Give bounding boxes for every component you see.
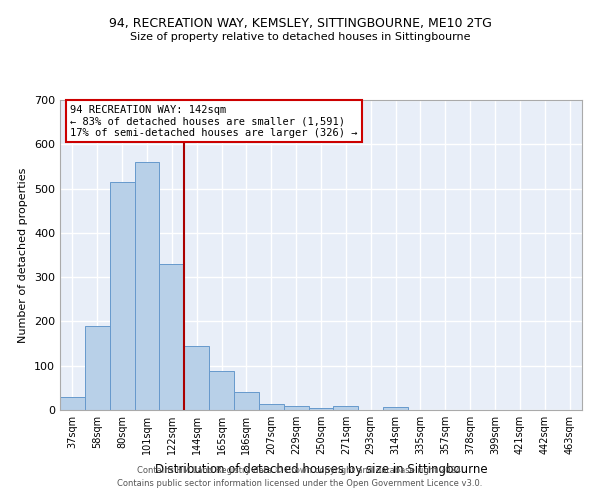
Bar xyxy=(209,372,234,410)
Text: Contains HM Land Registry data © Crown copyright and database right 2024.
Contai: Contains HM Land Registry data © Crown c… xyxy=(118,466,482,487)
Bar xyxy=(160,264,184,410)
Y-axis label: Number of detached properties: Number of detached properties xyxy=(19,168,28,342)
Bar xyxy=(259,404,284,410)
Bar xyxy=(308,408,334,410)
Bar xyxy=(110,182,134,410)
Bar xyxy=(85,326,110,410)
Bar xyxy=(334,406,358,410)
Bar xyxy=(234,392,259,410)
Bar xyxy=(134,162,160,410)
Bar xyxy=(184,346,209,410)
Text: Size of property relative to detached houses in Sittingbourne: Size of property relative to detached ho… xyxy=(130,32,470,42)
Bar xyxy=(284,406,308,410)
Text: 94, RECREATION WAY, KEMSLEY, SITTINGBOURNE, ME10 2TG: 94, RECREATION WAY, KEMSLEY, SITTINGBOUR… xyxy=(109,18,491,30)
Text: 94 RECREATION WAY: 142sqm
← 83% of detached houses are smaller (1,591)
17% of se: 94 RECREATION WAY: 142sqm ← 83% of detac… xyxy=(70,104,358,138)
X-axis label: Distribution of detached houses by size in Sittingbourne: Distribution of detached houses by size … xyxy=(155,462,487,475)
Bar xyxy=(383,408,408,410)
Bar xyxy=(60,396,85,410)
